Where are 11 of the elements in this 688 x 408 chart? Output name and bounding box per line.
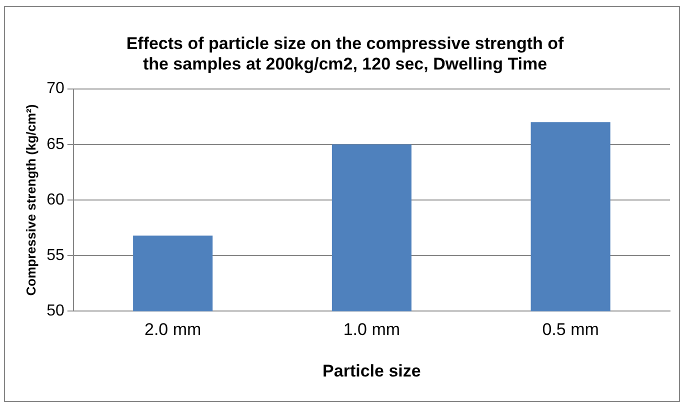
y-tick-label: 60 (46, 191, 64, 208)
y-tick-label: 55 (46, 247, 64, 264)
y-tick-label: 65 (46, 136, 64, 153)
x-tick-label: 1.0 mm (343, 320, 400, 340)
x-axis-title: Particle size (322, 361, 421, 380)
chart-title: Effects of particle size on the compressive strength of the samples at 200kg/cm2, 120 sec, Dwelling Time (126, 34, 564, 74)
y-tick-label: 70 (46, 80, 64, 98)
y-axis-title: Compressive strength (kg/cm²) (23, 104, 38, 296)
x-tick-label: 0.5 mm (542, 320, 599, 340)
x-tick-label: 2.0 mm (144, 320, 202, 340)
y-tick-label: 50 (46, 302, 64, 320)
